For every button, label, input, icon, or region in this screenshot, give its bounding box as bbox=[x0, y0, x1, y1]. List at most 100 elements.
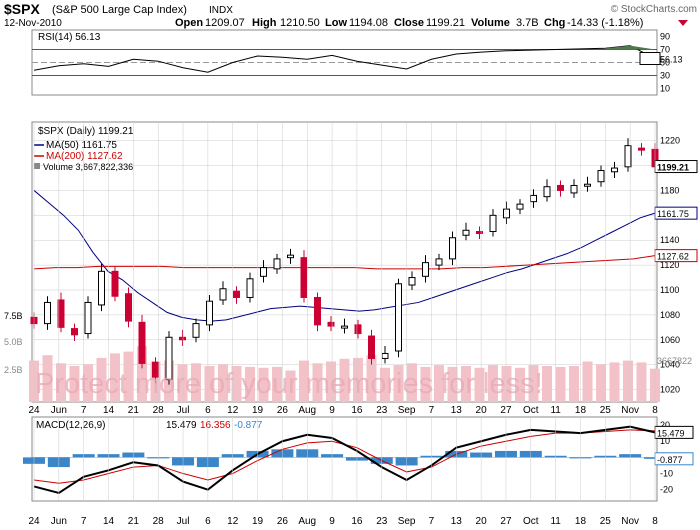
chg-label: Chg bbox=[544, 17, 565, 29]
x-tick-label-macd: 27 bbox=[500, 516, 512, 527]
low-value: 1194.08 bbox=[349, 17, 388, 29]
volume-bar bbox=[407, 363, 417, 402]
x-tick-label-macd: 23 bbox=[376, 516, 388, 527]
x-tick-label-price: 16 bbox=[351, 405, 363, 416]
volume-last-label: 3667822 bbox=[657, 356, 692, 366]
candle-body bbox=[503, 208, 510, 219]
x-tick-label-macd: 25 bbox=[600, 516, 612, 527]
macd-tick-label: 20 bbox=[660, 420, 670, 430]
close-label: Close bbox=[394, 17, 424, 29]
macd-legend-signal: 16.356 bbox=[200, 420, 231, 431]
candle-body bbox=[557, 184, 564, 191]
chg-value: -14.33 (-1.18%) bbox=[567, 17, 643, 29]
index-name: (S&P 500 Large Cap Index) bbox=[52, 4, 187, 16]
ma200-legend: MA(200) 1127.62 bbox=[46, 151, 123, 162]
x-tick-label-price: 26 bbox=[277, 405, 289, 416]
candle-body bbox=[300, 257, 308, 298]
macd-tick-label: -10 bbox=[660, 469, 673, 479]
macd-tick-label: -20 bbox=[660, 485, 673, 495]
rsi-tick-label: 70 bbox=[660, 45, 670, 55]
x-tick-label-price: 11 bbox=[550, 405, 561, 416]
volume-bar bbox=[596, 364, 606, 402]
volume-bar bbox=[191, 363, 201, 402]
rsi-legend: RSI(14) 56.13 bbox=[38, 32, 101, 43]
x-tick-label-price: 9 bbox=[329, 405, 335, 416]
x-tick-label-price: Oct bbox=[523, 405, 539, 416]
candle-body bbox=[246, 278, 254, 298]
ma200-line bbox=[33, 255, 656, 270]
volume-bar bbox=[42, 355, 53, 402]
volume-bar bbox=[137, 346, 147, 402]
candle-body bbox=[138, 321, 146, 364]
price-tick-label: 1180 bbox=[660, 185, 679, 195]
candle-body bbox=[449, 237, 456, 260]
candle-body bbox=[71, 328, 78, 336]
volume-bar bbox=[434, 365, 444, 402]
x-tick-label-macd: 18 bbox=[575, 516, 587, 527]
volume-bar bbox=[339, 358, 350, 402]
volume-bar bbox=[83, 364, 93, 402]
ma200-last-label: 1127.62 bbox=[657, 252, 689, 262]
price-tick-label: 1100 bbox=[660, 285, 679, 295]
x-tick-label-macd: 13 bbox=[451, 516, 463, 527]
candle-body bbox=[395, 283, 402, 352]
price-tick-label: 1040 bbox=[660, 360, 680, 370]
volume-bar bbox=[380, 367, 390, 402]
rsi-last-box bbox=[639, 52, 661, 66]
macd-last-label: 15.479 bbox=[657, 428, 685, 438]
macd-legend-hist: -0.877 bbox=[234, 420, 263, 431]
x-tick-label-price: 27 bbox=[500, 405, 512, 416]
candle-body bbox=[584, 183, 591, 187]
price-tick-label: 1220 bbox=[660, 136, 680, 146]
x-tick-label-macd: Sep bbox=[398, 516, 416, 527]
candle-body bbox=[543, 186, 551, 198]
volume-bar bbox=[96, 357, 107, 402]
volume-bar bbox=[542, 366, 552, 402]
price-tick-label: 1020 bbox=[660, 385, 680, 395]
price-tick-label: 1140 bbox=[660, 235, 679, 245]
candle-body bbox=[570, 184, 578, 194]
symbol-title: $SPX bbox=[4, 1, 40, 17]
volume-bar bbox=[69, 366, 80, 402]
x-tick-label-price: 7 bbox=[81, 405, 87, 416]
volume-bar bbox=[515, 367, 525, 402]
x-tick-label-macd: 26 bbox=[277, 516, 289, 527]
quote-date: 12-Nov-2010 bbox=[4, 18, 62, 29]
rsi-last-label: 56.13 bbox=[660, 55, 683, 65]
x-tick-label-price: 6 bbox=[205, 405, 211, 416]
rsi-tick-label: 90 bbox=[660, 32, 670, 42]
volume-bar bbox=[258, 367, 269, 402]
candle-body bbox=[84, 301, 92, 335]
x-tick-label-macd: Jul bbox=[177, 516, 190, 527]
volume-bar bbox=[177, 364, 188, 402]
candle-body bbox=[287, 254, 294, 259]
candle-body bbox=[179, 336, 186, 341]
x-tick-label-price: Jun bbox=[51, 405, 67, 416]
x-tick-label-price: 12 bbox=[227, 405, 239, 416]
volume-bar bbox=[123, 351, 134, 402]
candle-body bbox=[476, 231, 483, 235]
x-tick-label-macd: 12 bbox=[227, 516, 239, 527]
candle-body bbox=[381, 352, 389, 359]
volume-bar bbox=[582, 361, 593, 402]
x-tick-label-price: Jul bbox=[177, 405, 190, 416]
volume-bar bbox=[204, 366, 215, 402]
candle-body bbox=[233, 290, 240, 298]
ma50-last-label: 1161.75 bbox=[657, 209, 689, 219]
candle-body bbox=[530, 194, 537, 203]
price-tick-label: 1060 bbox=[660, 335, 680, 345]
x-tick-label-macd: 16 bbox=[351, 516, 363, 527]
candle-body bbox=[354, 324, 362, 335]
macd-legend-title: MACD(12,26,9) bbox=[36, 420, 105, 431]
candle-body bbox=[462, 229, 470, 236]
x-tick-label-price: Nov bbox=[621, 405, 639, 416]
candle-body bbox=[57, 299, 65, 328]
x-tick-label-price: 21 bbox=[128, 405, 140, 416]
volume-bar bbox=[231, 366, 242, 402]
x-tick-label-price: 28 bbox=[153, 405, 165, 416]
x-tick-label-macd: 11 bbox=[550, 516, 561, 527]
credit: © StockCharts.com bbox=[611, 4, 697, 15]
candle-body bbox=[152, 361, 159, 378]
volume-bar bbox=[420, 366, 431, 402]
ma50-legend: MA(50) 1161.75 bbox=[46, 140, 117, 151]
